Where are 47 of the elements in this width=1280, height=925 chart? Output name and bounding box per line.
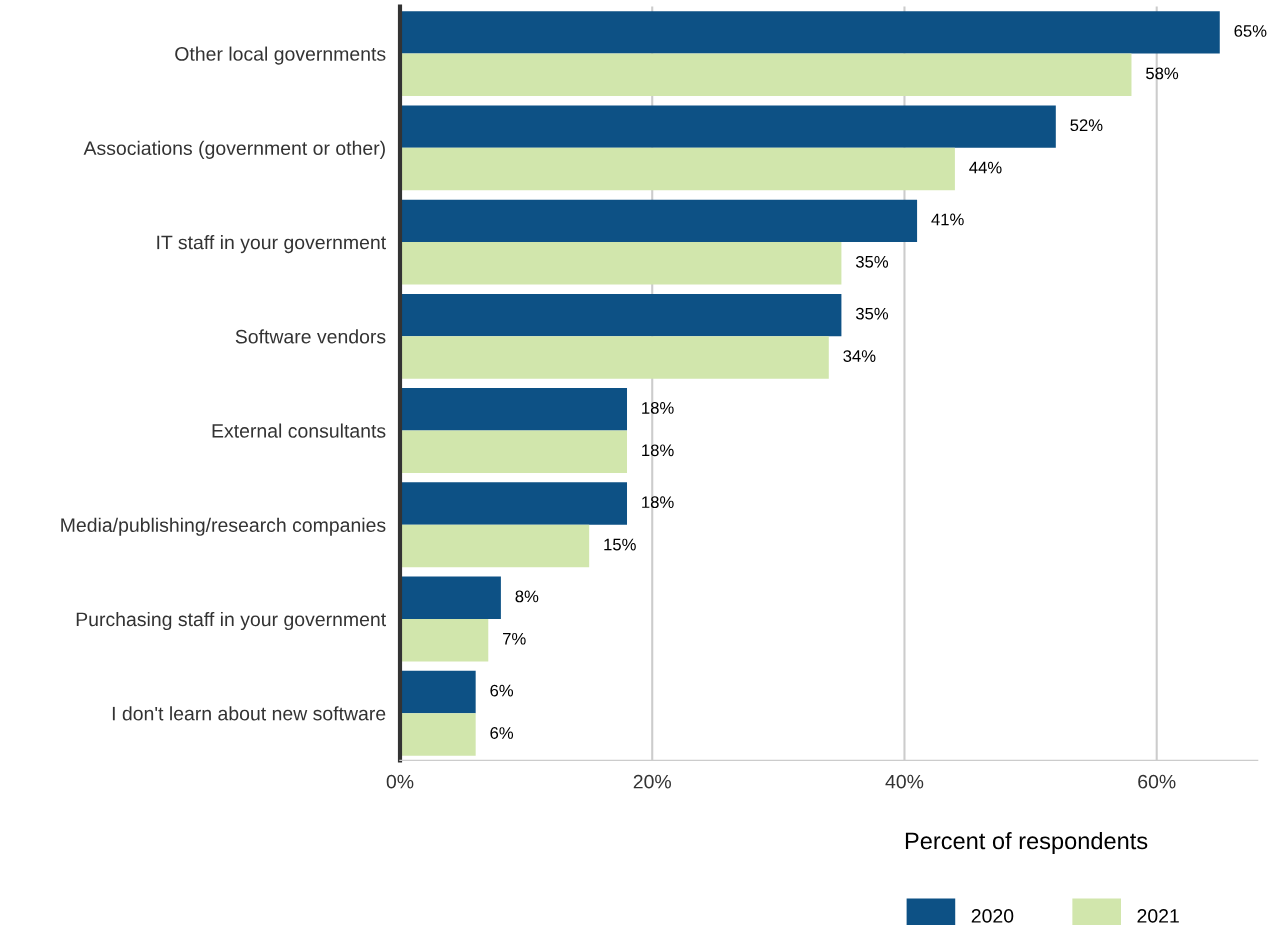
bar xyxy=(400,713,476,756)
x-tick-label: 20% xyxy=(633,774,671,789)
x-axis-title: Percent of respondents xyxy=(905,831,1148,854)
data-label: 6% xyxy=(490,727,514,739)
bar xyxy=(400,524,590,568)
bar xyxy=(400,53,1132,96)
y-tick-label: Software vendors xyxy=(235,329,386,344)
data-label: 18% xyxy=(642,496,674,509)
bar xyxy=(400,430,628,473)
data-label: 6% xyxy=(490,684,514,697)
bar xyxy=(400,336,829,379)
x-tick-label: 40% xyxy=(885,774,924,789)
x-tick-label: 60% xyxy=(1138,774,1176,789)
data-label: 65% xyxy=(1234,25,1267,37)
data-label: 18% xyxy=(642,402,674,414)
data-label: 35% xyxy=(855,255,889,268)
bar xyxy=(400,105,1056,148)
y-tick-label: Purchasing staff in your government xyxy=(76,611,386,631)
data-label: 18% xyxy=(642,444,674,457)
data-label: 58% xyxy=(1146,67,1179,80)
bar xyxy=(400,11,1220,54)
bar xyxy=(400,242,842,285)
bar xyxy=(400,293,842,337)
y-tick-label: Media/publishing/research companies xyxy=(61,517,386,536)
legend-label: 2021 xyxy=(1137,909,1179,923)
y-tick-label: Associations (government or other) xyxy=(83,140,385,159)
legend-label: 2020 xyxy=(971,909,1014,923)
y-tick-label: External consultants xyxy=(212,423,386,438)
bar xyxy=(400,482,628,525)
data-label: 34% xyxy=(843,350,876,362)
data-label: 8% xyxy=(515,590,539,603)
y-tick-label: I don't learn about new software xyxy=(112,706,386,721)
bar xyxy=(400,619,489,662)
data-label: 35% xyxy=(855,307,889,320)
bar xyxy=(400,147,955,191)
data-label: 52% xyxy=(1070,119,1103,132)
y-tick-label: IT staff in your government xyxy=(157,235,386,254)
bar xyxy=(400,670,476,714)
data-label: 7% xyxy=(503,632,526,645)
x-tick-label: 0% xyxy=(386,774,414,789)
y-tick-label: Other local governments xyxy=(175,46,386,65)
bar xyxy=(400,199,918,243)
bar xyxy=(400,388,628,431)
bar xyxy=(400,576,501,619)
data-label: 44% xyxy=(969,161,1002,174)
data-label: 41% xyxy=(931,213,964,226)
data-label: 15% xyxy=(604,538,636,551)
